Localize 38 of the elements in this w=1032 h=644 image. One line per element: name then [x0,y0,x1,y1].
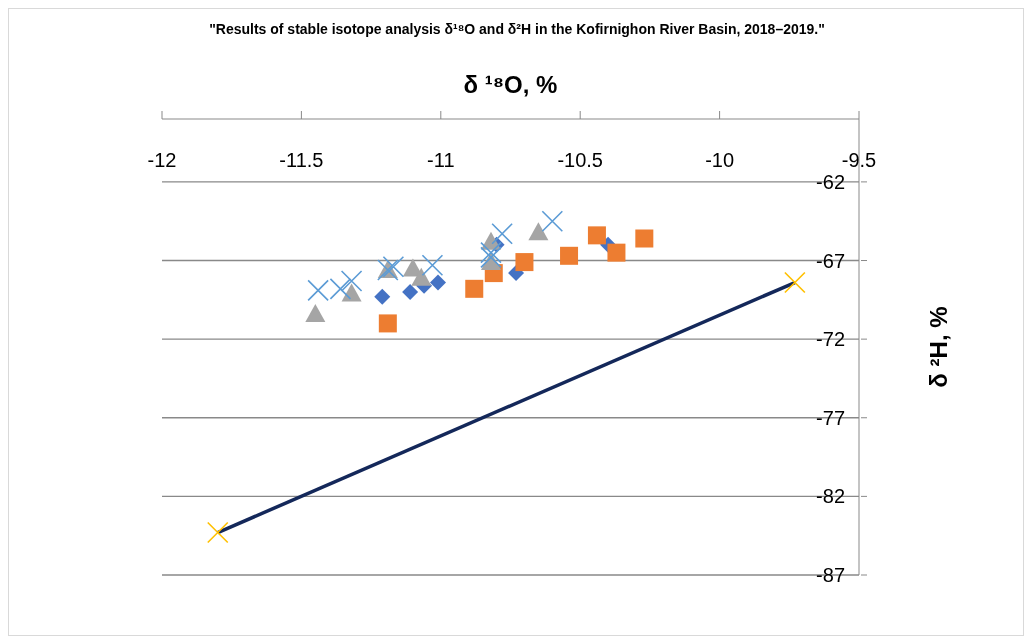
point [560,246,579,265]
point [480,246,502,269]
point [411,267,432,286]
point [430,274,447,291]
y-tick-label: -82 [816,485,845,508]
point [784,271,806,294]
y-tick-label: -67 [816,249,845,272]
y-axis-title: δ ²H, % [925,306,952,388]
point [515,253,534,272]
x-tick-label: -11.5 [279,149,324,172]
point [607,243,626,262]
y-tick-label: -87 [816,564,845,587]
point [402,283,419,300]
point [340,270,363,292]
chart-title: "Results of stable isotope analysis δ¹⁸O and δ²H in the Kofirnighon River Basin, 2018–2019." [209,21,825,37]
x-tick-label: -12 [147,149,177,172]
point [465,279,484,298]
point [480,241,502,264]
point [206,521,229,544]
x-tick-label: -9.5 [841,149,877,172]
y-tick-label: -77 [816,406,845,429]
point [382,256,405,278]
x-tick-label: -10.5 [557,149,603,172]
y-tick-label: -72 [816,328,845,351]
point [528,222,549,241]
point [341,283,362,302]
point [374,288,391,305]
point [541,210,564,233]
point [305,303,326,322]
y-tick-label: -62 [816,171,845,193]
point [421,254,444,277]
x-tick-label: -10 [705,149,735,172]
point [587,226,606,245]
point [491,222,513,245]
point [635,229,654,248]
point [378,314,397,333]
x-tick-label: -11 [427,149,455,172]
x-axis-title: δ ¹⁸O, % [463,71,558,98]
